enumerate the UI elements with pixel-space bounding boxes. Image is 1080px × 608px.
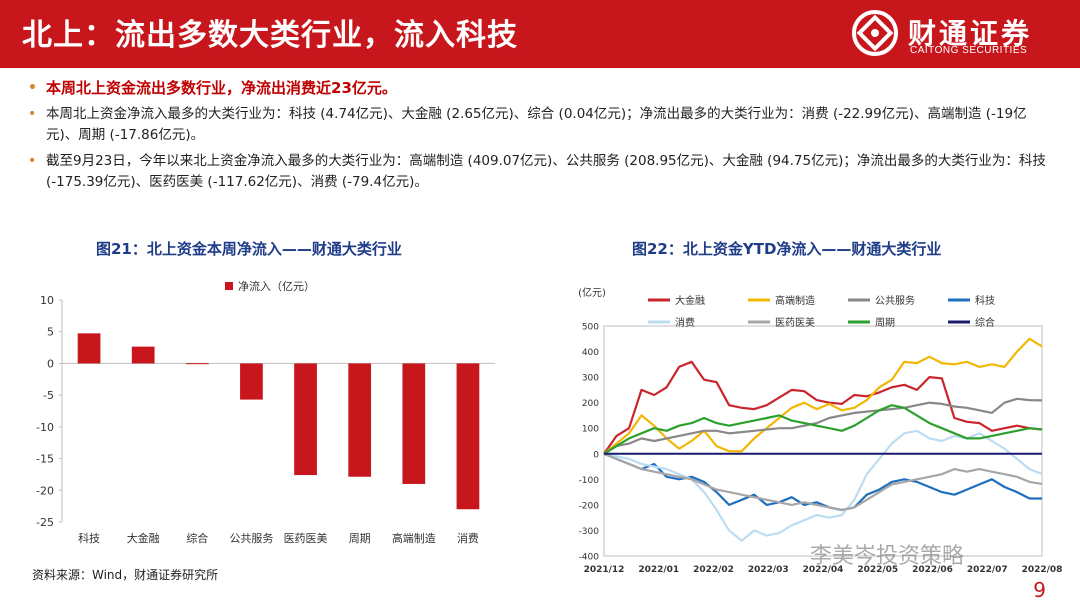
bar-医药医美	[294, 363, 317, 476]
y-tick-label: -10	[36, 421, 54, 434]
page-number: 9	[1033, 578, 1046, 602]
legend-label: 综合	[975, 316, 995, 329]
legend-label: 净流入（亿元）	[238, 279, 315, 293]
x-tick-label: 消费	[457, 531, 479, 545]
x-tick-label: 医药医美	[284, 532, 328, 545]
watermark: 李美岑投资策略	[810, 544, 965, 569]
y-tick-label: 300	[582, 374, 599, 384]
y-tick-label: 200	[582, 399, 599, 409]
y-tick-label: -400	[579, 553, 600, 563]
header-bar: 北上：流出多数大类行业，流入科技 财通证券 CAITONG SECURITIES	[0, 0, 1080, 68]
logo-english-text: CAITONG SECURITIES	[910, 45, 1028, 56]
legend-swatch	[225, 282, 233, 290]
bullet-ytd: 截至9月23日，今年以来北上资金净流入最多的大类行业为：高端制造 (409.07…	[28, 151, 1058, 193]
series-line-医药医美	[603, 452, 1043, 512]
y-tick-label: 400	[582, 348, 599, 358]
y-tick-label: -300	[579, 527, 600, 537]
series-line-高端制造	[603, 337, 1043, 455]
plot-frame	[603, 325, 1043, 557]
bar-公共服务	[240, 363, 263, 400]
y-tick-label: 5	[47, 326, 54, 339]
x-tick-label: 科技	[78, 531, 100, 545]
legend-label: 周期	[875, 317, 895, 329]
series-line-公共服务	[603, 397, 1043, 455]
bar-科技	[77, 333, 101, 364]
x-tick-label: 公共服务	[229, 532, 273, 545]
x-tick-label: 2022/05	[857, 565, 898, 575]
company-logo: 财通证券 CAITONG SECURITIES	[852, 8, 1052, 60]
summary-bullets: 本周北上资金流出多数行业，净流出消费近23亿元。 本周北上资金净流入最多的大类行…	[28, 78, 1058, 198]
x-tick-label: 高端制造	[392, 531, 436, 545]
x-tick-label: 2022/08	[1022, 565, 1063, 575]
x-tick-label: 2022/03	[748, 565, 789, 575]
y-tick-label: 100	[582, 425, 599, 435]
legend-label: 大金融	[675, 294, 705, 307]
series-line-大金融	[603, 360, 1043, 455]
bar-消费	[456, 363, 480, 510]
legend-label: 公共服务	[875, 294, 915, 307]
y-tick-label: 500	[582, 323, 599, 333]
x-tick-label: 2022/02	[693, 565, 734, 575]
legend-label: 消费	[675, 316, 695, 329]
bar-周期	[348, 363, 372, 477]
legend-label: 高端制造	[775, 294, 815, 307]
bar-大金融	[131, 346, 155, 364]
bullet-headline: 本周北上资金流出多数行业，净流出消费近23亿元。	[28, 78, 1058, 99]
bullet-weekly: 本周北上资金净流入最多的大类行业为：科技 (4.74亿元)、大金融 (2.65亿…	[28, 104, 1058, 146]
source-note: 资料来源：Wind，财通证券研究所	[32, 568, 219, 582]
y-tick-label: -15	[36, 453, 54, 466]
x-tick-label: 大金融	[127, 531, 160, 545]
bar-chart: 10 5 0 -5 -10 -15 -20 -25 科技 大金融 综合 公共服务 医药医美 周期 高端制造 消…	[36, 279, 495, 545]
x-tick-label: 2022/01	[638, 565, 679, 575]
y-tick-label: -20	[36, 484, 54, 497]
x-tick-label: 综合	[186, 531, 208, 545]
y-axis-unit: (亿元)	[578, 286, 606, 299]
chart21-title: 图21：北上资金本周净流入——财通大类行业	[96, 240, 402, 258]
x-tick-label: 2022/04	[803, 565, 844, 575]
series-line-周期	[603, 404, 1043, 455]
x-tick-label: 2022/06	[912, 565, 953, 575]
y-tick-label: -25	[36, 516, 54, 529]
y-tick-label: -200	[579, 501, 600, 511]
bar-综合	[185, 363, 209, 365]
x-tick-label: 2022/07	[967, 565, 1008, 575]
page-title: 北上：流出多数大类行业，流入科技	[22, 18, 518, 53]
y-tick-label: 0	[593, 450, 599, 460]
y-tick-label: -100	[579, 476, 600, 486]
y-tick-label: 0	[47, 357, 54, 370]
y-tick-label: 10	[40, 294, 54, 307]
x-tick-label: 2021/12	[584, 565, 625, 575]
y-tick-label: -5	[43, 389, 54, 402]
logo-chinese-text: 财通证券	[908, 17, 1033, 50]
line-chart: (亿元) 500 400 300 200 100 0 -100 -200 -300 -400 2021…	[578, 286, 1063, 575]
bar-高端制造	[402, 363, 426, 484]
series-line-科技	[603, 452, 1042, 512]
x-tick-label: 周期	[349, 532, 371, 545]
logo-icon	[852, 10, 898, 56]
chart22-title: 图22：北上资金YTD净流入——财通大类行业	[632, 240, 942, 258]
legend-label: 医药医美	[775, 316, 815, 329]
legend-label: 科技	[975, 294, 995, 307]
